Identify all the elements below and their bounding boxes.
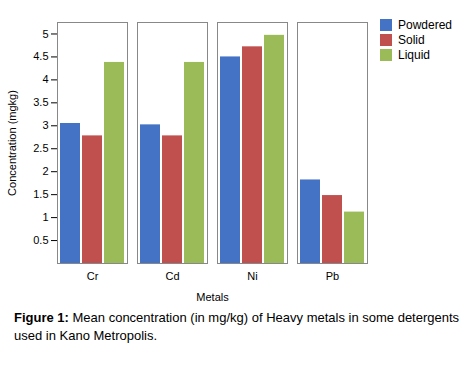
svg-text:2: 2 [42, 165, 48, 177]
svg-text:Pb: Pb [326, 270, 339, 282]
svg-text:1: 1 [42, 211, 48, 223]
html-text:Solid: Solid [398, 33, 425, 47]
html-text:Powdered: Powdered [398, 18, 452, 32]
svg-text:Cd: Cd [165, 270, 179, 282]
svg-text:4: 4 [42, 73, 48, 85]
svg-text:2.5: 2.5 [33, 142, 48, 154]
svg-text:Concentration (mgkg): Concentration (mgkg) [6, 90, 18, 196]
html-text:Liquid: Liquid [398, 48, 430, 62]
svg-text:3: 3 [42, 119, 48, 131]
svg-text:0.5: 0.5 [33, 234, 48, 246]
svg-text:Cr: Cr [87, 270, 99, 282]
svg-text:Ni: Ni [247, 270, 257, 282]
html-text:Figure 1: Mean concentration (: Figure 1: Mean concentration (in mg/kg) … [14, 310, 460, 343]
svg-text:5: 5 [42, 27, 48, 39]
svg-text:4.5: 4.5 [33, 50, 48, 62]
svg-text:3.5: 3.5 [33, 96, 48, 108]
svg-text:1.5: 1.5 [33, 188, 48, 200]
svg-text:Metals: Metals [196, 291, 229, 303]
